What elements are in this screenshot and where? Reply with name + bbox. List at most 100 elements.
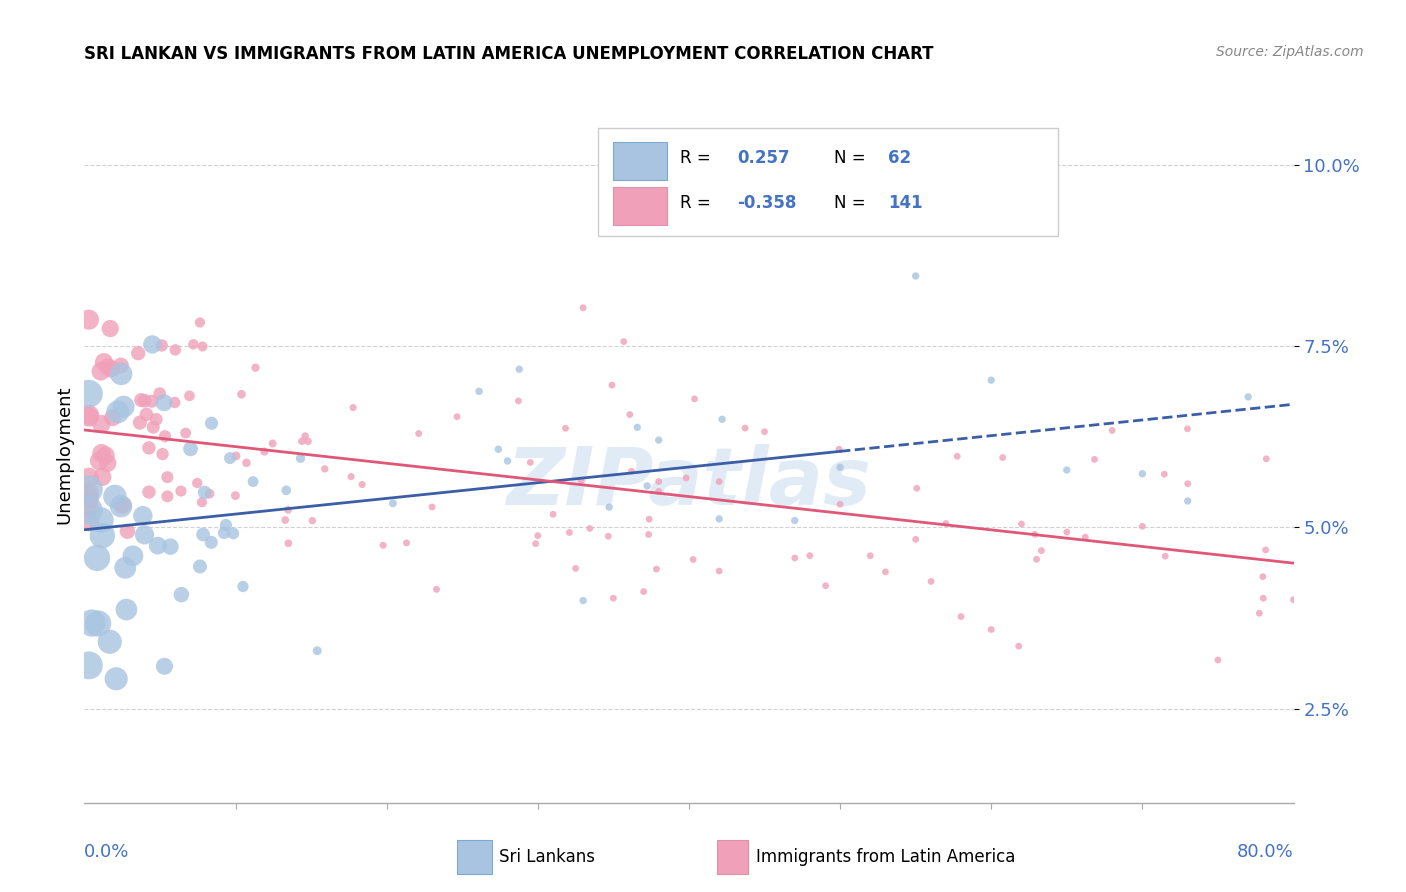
Point (170, 483, 193, 498)
Text: Immigrants from Latin America: Immigrants from Latin America (756, 848, 1015, 866)
Point (232, 580, 254, 594)
Point (1025, 552, 1047, 566)
Point (1177, 494, 1199, 508)
Point (77, 500, 100, 515)
Y-axis label: Unemployment: Unemployment (55, 385, 73, 524)
Point (709, 512, 731, 526)
Point (859, 549, 882, 563)
Point (253, 444, 276, 458)
Point (77, 485, 100, 500)
Point (905, 481, 928, 495)
Point (569, 474, 592, 488)
Point (174, 425, 197, 440)
Point (200, 535, 222, 549)
Point (572, 301, 595, 315)
Point (1237, 390, 1260, 404)
Point (135, 408, 157, 422)
Point (145, 412, 167, 426)
Point (132, 508, 155, 523)
Point (153, 395, 176, 409)
Point (215, 518, 238, 533)
Point (188, 559, 211, 574)
Point (508, 362, 530, 376)
Point (524, 536, 547, 550)
Point (212, 525, 235, 540)
Point (468, 384, 491, 399)
Point (297, 434, 319, 449)
Point (648, 484, 671, 499)
FancyBboxPatch shape (613, 187, 668, 226)
Point (508, 393, 530, 408)
Text: ZIPatlas: ZIPatlas (506, 443, 872, 522)
Point (600, 378, 623, 392)
Point (946, 450, 969, 464)
Point (150, 338, 173, 352)
Point (1130, 467, 1153, 481)
Point (408, 426, 430, 441)
Point (1074, 530, 1097, 544)
Point (186, 476, 208, 491)
Point (645, 562, 668, 576)
Point (231, 387, 253, 401)
FancyBboxPatch shape (613, 142, 668, 180)
Point (129, 393, 152, 408)
Point (138, 441, 160, 455)
Point (200, 416, 222, 430)
Point (598, 500, 620, 515)
Point (98, 634, 121, 648)
Point (156, 470, 179, 484)
Point (122, 549, 145, 563)
Point (637, 527, 659, 541)
Point (920, 574, 942, 589)
Point (340, 469, 363, 483)
Point (647, 475, 671, 489)
Point (110, 359, 132, 373)
Point (165, 343, 187, 357)
Point (94, 448, 117, 462)
Point (1282, 592, 1305, 607)
Point (98, 321, 121, 335)
Point (262, 436, 284, 450)
Point (1101, 424, 1123, 438)
Point (1177, 422, 1199, 436)
Point (183, 337, 205, 351)
Point (276, 483, 298, 498)
Point (352, 477, 374, 491)
Point (77, 409, 100, 424)
Point (142, 420, 165, 434)
Point (541, 508, 564, 522)
Point (127, 346, 149, 360)
Point (224, 489, 246, 503)
Point (198, 487, 221, 501)
Point (1249, 607, 1271, 621)
Point (1154, 549, 1177, 564)
Point (1153, 467, 1175, 482)
Point (87, 616, 110, 631)
Point (225, 449, 247, 463)
Point (77, 482, 100, 496)
Point (598, 529, 620, 543)
Point (222, 526, 245, 541)
Point (163, 395, 186, 409)
Point (77, 491, 100, 506)
Point (97, 456, 120, 470)
Point (90, 364, 112, 378)
Point (274, 513, 297, 527)
Point (156, 489, 179, 503)
Point (1083, 452, 1105, 467)
Point (579, 521, 602, 535)
Point (734, 421, 756, 435)
Point (1256, 451, 1278, 466)
Point (1251, 570, 1274, 584)
Point (395, 536, 418, 550)
Point (242, 475, 264, 489)
Point (446, 409, 468, 424)
Point (683, 392, 706, 406)
Point (496, 454, 519, 468)
Point (425, 582, 447, 597)
Point (647, 433, 671, 447)
Point (754, 425, 776, 439)
Point (828, 442, 851, 457)
Point (277, 503, 299, 517)
Point (89, 454, 111, 468)
